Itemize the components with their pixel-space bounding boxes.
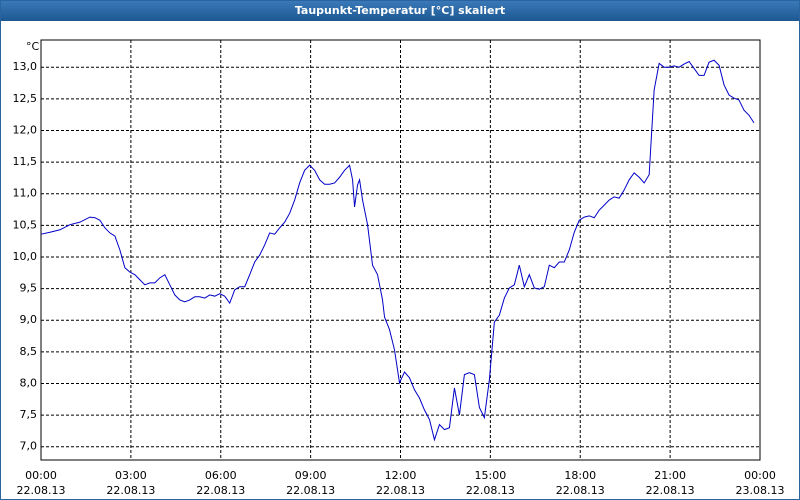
y-tick-label: 9,0 bbox=[20, 313, 38, 326]
x-tick-label: 03:00 bbox=[115, 469, 147, 482]
x-tick-date: 22.08.13 bbox=[286, 484, 335, 497]
y-tick-label: 8,0 bbox=[20, 376, 38, 389]
chart-title: Taupunkt-Temperatur [°C] skaliert bbox=[1, 1, 799, 21]
y-tick-label: 11,0 bbox=[13, 187, 38, 200]
x-tick-label: 00:00 bbox=[25, 469, 57, 482]
y-tick-label: 13,0 bbox=[13, 60, 38, 73]
x-tick-date: 22.08.13 bbox=[376, 484, 425, 497]
x-tick-label: 18:00 bbox=[564, 469, 596, 482]
y-tick-label: 10,5 bbox=[13, 218, 38, 231]
x-tick-date: 23.08.13 bbox=[736, 484, 785, 497]
y-tick-label: 7,5 bbox=[20, 408, 38, 421]
y-tick-label: 11,5 bbox=[13, 155, 38, 168]
x-tick-label: 00:00 bbox=[744, 469, 776, 482]
x-tick-date: 22.08.13 bbox=[646, 484, 695, 497]
x-tick-date: 22.08.13 bbox=[106, 484, 155, 497]
x-tick-label: 06:00 bbox=[205, 469, 237, 482]
x-tick-date: 22.08.13 bbox=[196, 484, 245, 497]
x-tick-label: 09:00 bbox=[295, 469, 327, 482]
y-tick-label: 12,5 bbox=[13, 92, 38, 105]
y-tick-label: 8,5 bbox=[20, 345, 38, 358]
x-tick-date: 22.08.13 bbox=[466, 484, 515, 497]
y-tick-label: 7,0 bbox=[20, 440, 38, 453]
x-tick-label: 12:00 bbox=[385, 469, 417, 482]
y-tick-label: 9,5 bbox=[20, 282, 38, 295]
x-tick-label: 15:00 bbox=[475, 469, 507, 482]
y-tick-label: 12,0 bbox=[13, 123, 38, 136]
x-tick-label: 21:00 bbox=[654, 469, 686, 482]
y-tick-label: 10,0 bbox=[13, 250, 38, 263]
data-line bbox=[40, 59, 755, 442]
x-tick-date: 22.08.13 bbox=[17, 484, 66, 497]
y-axis-unit: °C bbox=[26, 40, 40, 53]
x-tick-date: 22.08.13 bbox=[556, 484, 605, 497]
